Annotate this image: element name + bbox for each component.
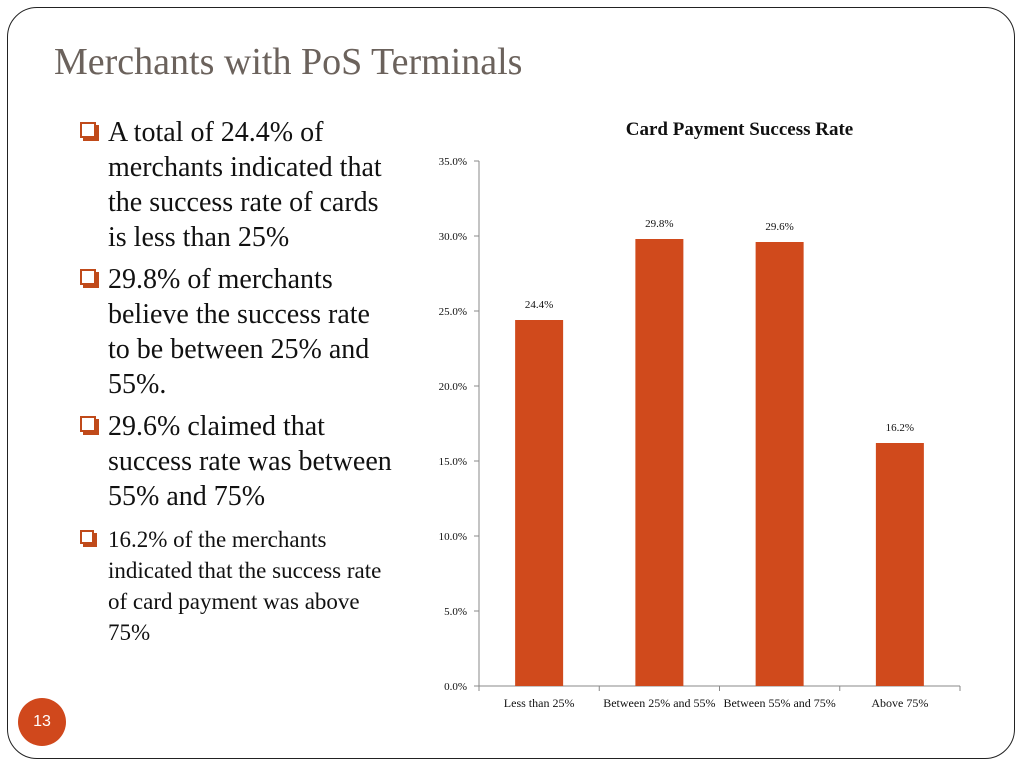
bullet-text: 29.6% claimed that success rate was betw… <box>108 411 392 512</box>
checkbox-bullet-icon <box>80 530 94 544</box>
bullet-list: A total of 24.4% of merchants indicated … <box>78 115 398 655</box>
slide-frame <box>7 7 1015 759</box>
checkbox-bullet-icon <box>80 269 96 285</box>
slide-title: Merchants with PoS Terminals <box>54 41 523 83</box>
bullet-item: 29.8% of merchants believe the success r… <box>78 262 398 402</box>
bullet-text: 29.8% of merchants believe the success r… <box>108 264 370 400</box>
checkbox-bullet-icon <box>80 122 96 138</box>
bullet-item: 16.2% of the merchants indicated that th… <box>78 524 398 648</box>
bullet-text: 16.2% of the merchants indicated that th… <box>108 527 382 645</box>
page-number-badge: 13 <box>18 698 66 746</box>
bullet-text: A total of 24.4% of merchants indicated … <box>108 117 382 253</box>
bullet-item: A total of 24.4% of merchants indicated … <box>78 115 398 255</box>
checkbox-bullet-icon <box>80 416 96 432</box>
bullet-item: 29.6% claimed that success rate was betw… <box>78 409 398 514</box>
